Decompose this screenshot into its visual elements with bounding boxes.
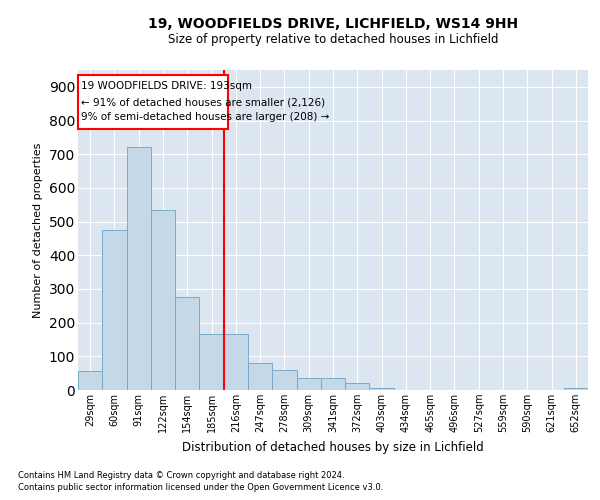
Text: 9% of semi-detached houses are larger (208) →: 9% of semi-detached houses are larger (2… (81, 112, 329, 122)
Bar (102, 230, 127, 390)
Bar (296, 378, 321, 390)
Bar (248, 363, 272, 390)
Y-axis label: Number of detached properties: Number of detached properties (33, 142, 43, 318)
Bar (321, 378, 345, 390)
Text: Size of property relative to detached houses in Lichfield: Size of property relative to detached ho… (168, 32, 498, 46)
Bar (345, 384, 370, 390)
Bar (199, 334, 224, 390)
Bar (78, 372, 102, 390)
Bar (151, 210, 175, 390)
Text: Contains public sector information licensed under the Open Government Licence v3: Contains public sector information licen… (18, 484, 383, 492)
Bar (127, 148, 151, 390)
Bar (564, 388, 588, 390)
Bar (175, 298, 199, 390)
FancyBboxPatch shape (79, 75, 228, 129)
Text: ← 91% of detached houses are smaller (2,126): ← 91% of detached houses are smaller (2,… (81, 98, 325, 108)
Text: 19 WOODFIELDS DRIVE: 193sqm: 19 WOODFIELDS DRIVE: 193sqm (81, 81, 252, 91)
Bar (272, 370, 296, 390)
Text: 19, WOODFIELDS DRIVE, LICHFIELD, WS14 9HH: 19, WOODFIELDS DRIVE, LICHFIELD, WS14 9H… (148, 18, 518, 32)
Bar (370, 388, 394, 390)
Text: Contains HM Land Registry data © Crown copyright and database right 2024.: Contains HM Land Registry data © Crown c… (18, 471, 344, 480)
Bar (224, 334, 248, 390)
X-axis label: Distribution of detached houses by size in Lichfield: Distribution of detached houses by size … (182, 440, 484, 454)
